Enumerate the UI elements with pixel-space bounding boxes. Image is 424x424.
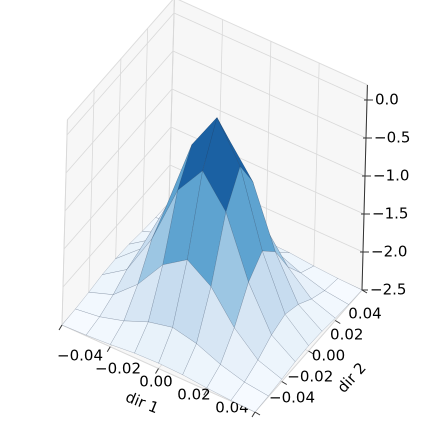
x-tick [203,389,208,396]
x-tick-label: −0.04 [57,347,103,365]
grid-line [115,58,122,265]
grid-line [62,164,171,288]
surface-patch [271,313,309,363]
grid-line [313,63,320,269]
y-tick [254,411,261,416]
grid-line [141,28,149,234]
z-tick-label: −0.5 [374,129,410,147]
y-tick [308,350,314,355]
surface-patch [297,298,336,332]
y-tick [334,320,341,324]
grid-line [61,119,68,326]
y-tick [281,381,288,385]
y-tick-label: 0.02 [330,326,363,344]
grid-line [88,89,95,295]
grid-line [64,88,173,212]
x-tick [251,411,256,418]
y-tick-label: 0.04 [348,305,381,323]
grid-line [173,12,368,101]
grid-line [66,12,175,136]
x-tick [155,368,159,374]
z-tick-label: −2.5 [370,281,406,299]
x-axis-label: dir 1 [123,388,161,417]
z-tick-label: −1.5 [372,205,408,223]
grid-line [172,50,367,139]
x-tick-label: 0.02 [177,386,210,404]
z-tick-label: −2.0 [371,243,407,261]
grid-line [63,126,172,250]
z-axis [361,84,368,291]
z-tick-label: 0.0 [375,91,399,109]
grid-line [65,50,174,174]
grid-line [171,88,366,177]
surface-patch [230,381,269,413]
y-tick-label: 0.00 [312,347,345,365]
y-tick-label: −0.04 [269,389,315,407]
z-tick-label: −1.0 [373,167,409,185]
grid-line [168,0,175,204]
x-tick-label: −0.02 [95,360,141,378]
x-tick [106,346,111,353]
y-tick-label: −0.02 [287,368,333,386]
x-tick-label: 0.00 [139,373,172,391]
y-axis-label: dir 2 [334,359,370,396]
grid-line [265,41,272,247]
x-tick [58,324,63,331]
